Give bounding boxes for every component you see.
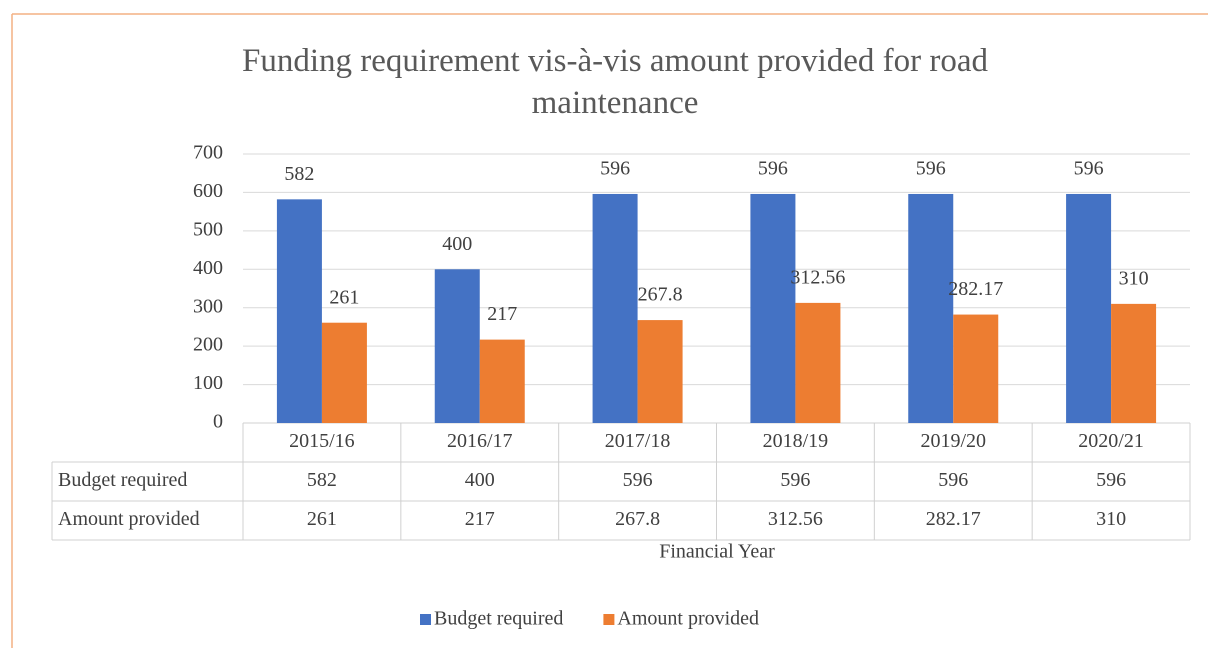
data-label: 596 (600, 158, 630, 180)
data-label: 596 (916, 158, 946, 180)
x-tick-label: 2015/16 (289, 430, 355, 452)
legend-swatch (603, 614, 615, 625)
table-row-label: Budget required (58, 469, 187, 491)
x-tick-label: 2016/17 (447, 430, 513, 452)
bar (321, 322, 367, 423)
table-cell: 596 (938, 469, 968, 491)
table-cell: 596 (1096, 469, 1126, 491)
y-tick-label: 0 (213, 411, 223, 433)
table-row-label: Amount provided (58, 508, 200, 530)
table-cell: 582 (307, 469, 337, 491)
legend-swatch (420, 614, 431, 625)
x-tick-label: 2018/19 (763, 430, 829, 452)
y-tick-label: 100 (193, 372, 223, 394)
table-cell: 282.17 (926, 508, 981, 530)
bar (953, 314, 999, 423)
bar (479, 339, 525, 423)
table-cell: 596 (623, 469, 653, 491)
bar (908, 193, 954, 423)
data-label: 282.17 (948, 278, 1003, 300)
table-cell: 310 (1096, 508, 1126, 530)
data-label: 261 (329, 286, 359, 308)
bar (795, 302, 841, 423)
data-label: 596 (758, 158, 788, 180)
x-tick-label: 2020/21 (1078, 430, 1144, 452)
data-label: 400 (442, 233, 472, 255)
bar (276, 199, 322, 423)
bar (1066, 193, 1112, 423)
legend-label: Amount provided (617, 608, 759, 630)
table-cell: 312.56 (768, 508, 823, 530)
table-cell: 400 (465, 469, 495, 491)
bar (592, 193, 638, 423)
x-axis-label: Financial Year (659, 541, 775, 563)
data-label: 310 (1119, 267, 1149, 289)
y-tick-label: 400 (193, 257, 223, 279)
data-label: 217 (487, 303, 517, 325)
data-label: 582 (284, 163, 314, 185)
y-tick-label: 700 (193, 142, 223, 164)
bar (750, 193, 796, 423)
y-tick-label: 500 (193, 218, 223, 240)
data-label: 312.56 (790, 266, 845, 288)
bar (434, 269, 480, 423)
table-cell: 261 (307, 508, 337, 530)
y-tick-label: 200 (193, 334, 223, 356)
bar (1111, 303, 1157, 423)
y-tick-label: 600 (193, 180, 223, 202)
table-cell: 596 (780, 469, 810, 491)
x-tick-label: 2019/20 (920, 430, 986, 452)
data-label: 267.8 (638, 284, 683, 306)
chart-title: Funding requirement vis-à-vis amount pro… (242, 43, 988, 121)
data-label: 596 (1074, 158, 1104, 180)
table-cell: 267.8 (615, 508, 660, 530)
x-tick-label: 2017/18 (605, 430, 671, 452)
legend-label: Budget required (434, 608, 563, 630)
bar (637, 320, 683, 423)
y-tick-label: 300 (193, 295, 223, 317)
table-cell: 217 (465, 508, 495, 530)
